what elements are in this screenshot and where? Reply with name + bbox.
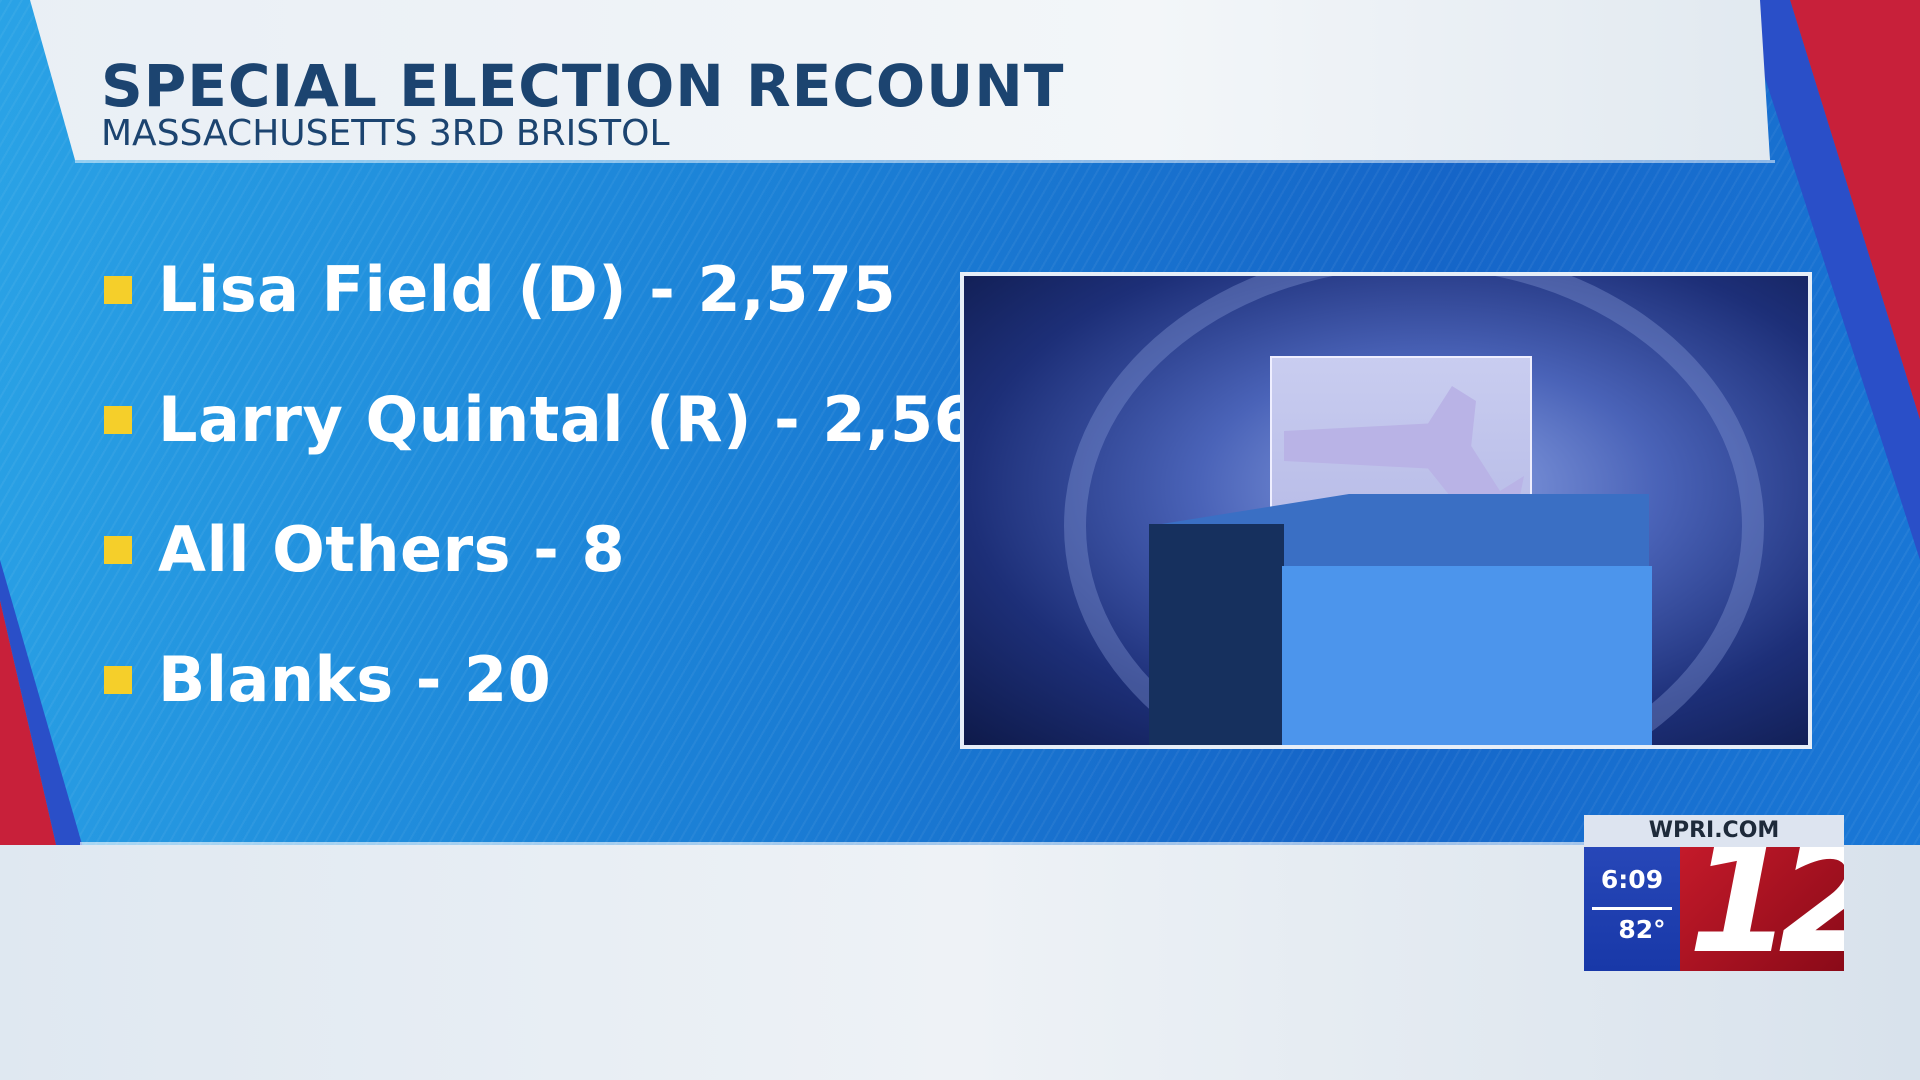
page-subtitle: MASSACHUSETTS 3RD BRISTOL — [101, 113, 670, 154]
ballot-box-image — [960, 272, 1812, 749]
time-weather-box: 6:09 82° — [1584, 847, 1680, 971]
station-url: WPRI.COM — [1584, 815, 1844, 847]
page-title: SPECIAL ELECTION RECOUNT — [101, 52, 1065, 120]
list-item: Lisa Field (D) - 2,575 — [104, 253, 896, 326]
result-text: Blanks - 20 — [158, 643, 552, 716]
current-temperature: 82° — [1618, 915, 1666, 944]
channel-number: 12 — [1688, 847, 1844, 971]
header-band — [30, 0, 1770, 160]
bullet-square-icon — [104, 665, 132, 694]
divider — [75, 160, 1775, 163]
result-text: All Others - 8 — [158, 513, 626, 586]
bullet-square-icon — [104, 275, 132, 304]
current-time: 6:09 — [1600, 865, 1664, 894]
list-item: Blanks - 20 — [104, 643, 551, 716]
bullet-square-icon — [104, 535, 132, 564]
ballot-box-front — [1282, 566, 1652, 745]
divider — [1592, 907, 1672, 910]
list-item: Larry Quintal (R) - 2,560 — [104, 383, 1021, 456]
divider — [80, 842, 1780, 845]
list-item: All Others - 8 — [104, 513, 625, 586]
channel-logo: 12 — [1680, 847, 1844, 971]
ballot-box-side — [1149, 524, 1284, 745]
bullet-square-icon — [104, 405, 132, 434]
result-text: Larry Quintal (R) - 2,560 — [158, 383, 1021, 456]
result-text: Lisa Field (D) - 2,575 — [158, 253, 897, 326]
station-logo: WPRI.COM 6:09 82° 12 — [1584, 815, 1844, 971]
